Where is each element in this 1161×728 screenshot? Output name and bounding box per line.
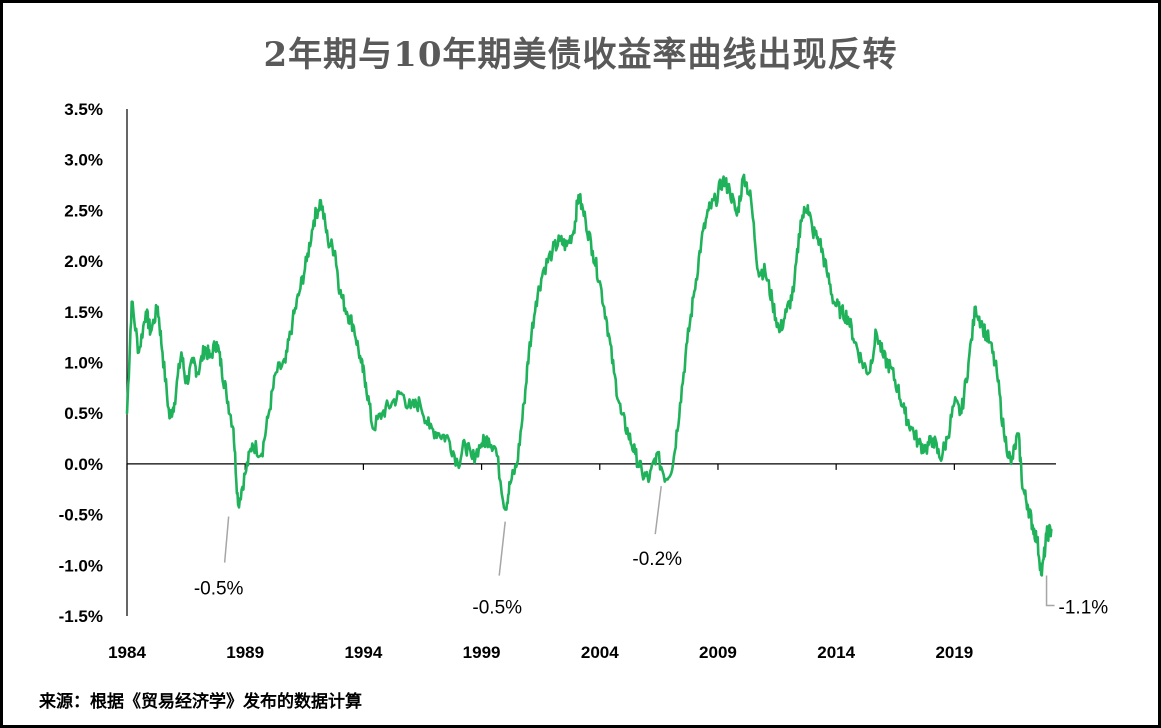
y-tick-label: 2.0%: [64, 252, 103, 271]
series-line: [125, 173, 1053, 577]
annotation-label: -0.5%: [194, 579, 244, 600]
y-tick-label: -0.5%: [59, 506, 103, 525]
y-tick-label: 1.0%: [64, 354, 103, 373]
y-tick-label: 0.0%: [64, 455, 103, 474]
annotation-leader-line: [223, 516, 230, 563]
source-note: 来源：根据《贸易经济学》发布的数据计算: [39, 692, 362, 712]
x-tick-label: 1989: [226, 643, 264, 662]
y-tick-label: 0.5%: [64, 404, 103, 423]
line-chart: -1.5% -1.0% -0.5% 0.0% 0.5% 1.0% 1.5% 2.0% 2.5% 3…: [59, 100, 1109, 662]
annotation-leader-line: [498, 521, 506, 576]
y-axis-labels: -1.5% -1.0% -0.5% 0.0% 0.5% 1.0% 1.5% 2.0% 2.5% 3…: [59, 100, 103, 626]
x-tick-label: 2004: [581, 643, 619, 662]
x-tick-label: 2014: [817, 643, 855, 662]
annotation-label: -0.5%: [472, 598, 522, 619]
annotation-leader-line: [1045, 575, 1055, 607]
annotation-label: -0.2%: [632, 549, 682, 570]
annotation-leader-line: [654, 486, 662, 535]
x-axis-labels: 1984 1989 1994 1999 2004 2009 2014 2019: [108, 643, 973, 662]
annotations: -0.5% -0.5% -0.2% -1.1%: [194, 486, 1109, 619]
y-tick-label: 1.5%: [64, 303, 103, 322]
chart-title: 2年期与10年期美债收益率曲线出现反转: [263, 35, 898, 75]
x-axis-ticks: [126, 463, 955, 470]
x-tick-label: 2019: [935, 643, 973, 662]
y-tick-label: 2.5%: [64, 201, 103, 220]
x-tick-label: 1999: [463, 643, 501, 662]
x-tick-label: 2009: [699, 643, 737, 662]
x-tick-label: 1984: [108, 643, 146, 662]
y-tick-label: -1.0%: [59, 556, 103, 575]
annotation-label: -1.1%: [1059, 597, 1109, 618]
y-tick-label: 3.5%: [64, 100, 103, 119]
y-tick-label: -1.5%: [59, 607, 103, 626]
y-tick-label: 3.0%: [64, 151, 103, 170]
x-tick-label: 1994: [344, 643, 382, 662]
